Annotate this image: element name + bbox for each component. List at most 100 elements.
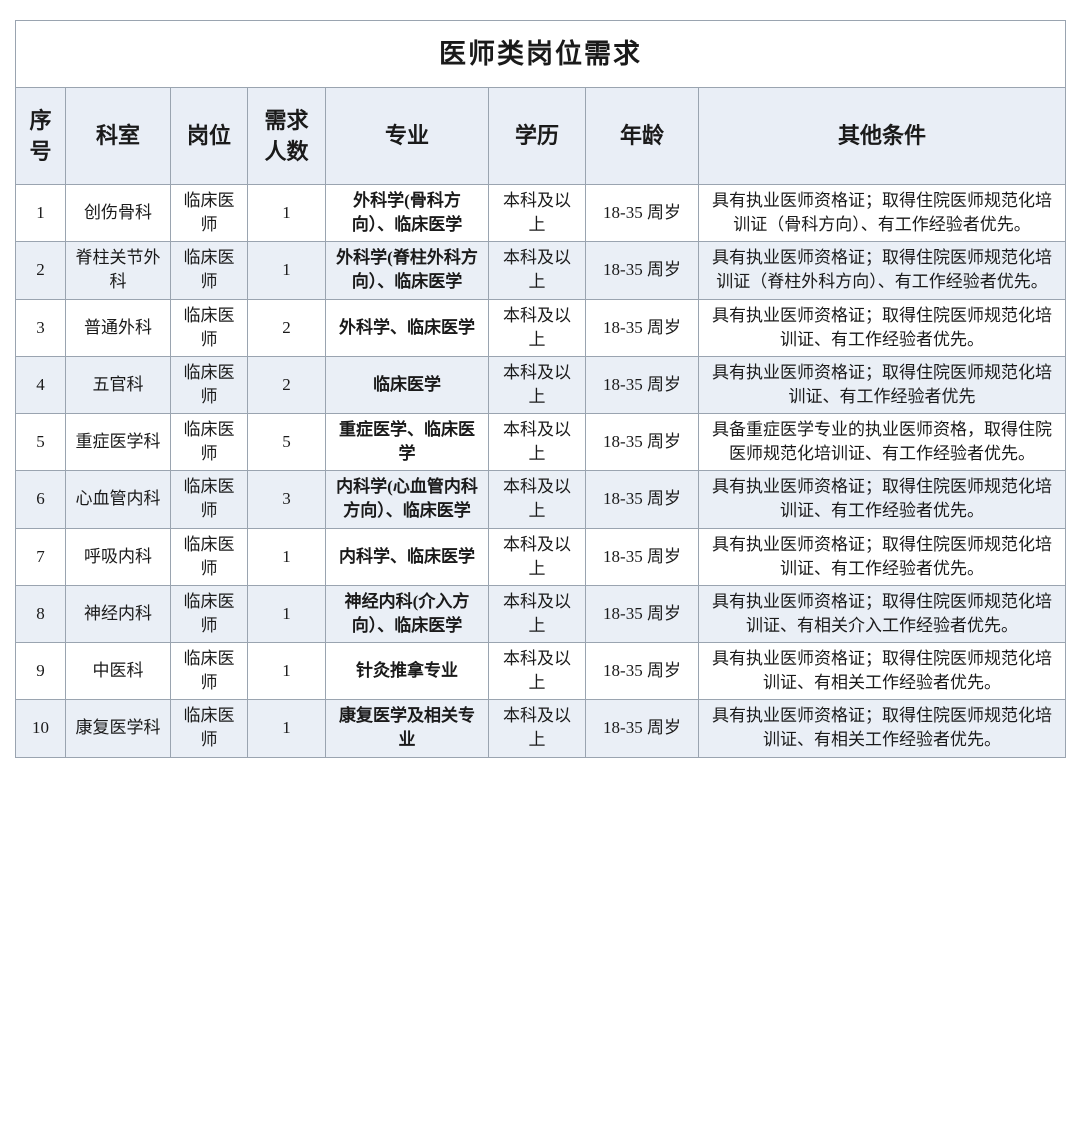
cell-post: 临床医师 (170, 412, 248, 472)
cell-post: 临床医师 (170, 298, 248, 357)
column-header-age: 年龄 (585, 87, 699, 185)
cell-edu: 本科及以上 (488, 641, 586, 701)
cell-post: 临床医师 (170, 355, 248, 415)
cell-age: 18-35 周岁 (585, 584, 699, 644)
cell-major: 临床医学 (325, 355, 489, 415)
cell-no: 10 (15, 699, 66, 758)
cell-edu: 本科及以上 (488, 527, 586, 586)
cell-other: 具有执业医师资格证；取得住院医师规范化培训证、有相关工作经验者优先。 (698, 699, 1066, 758)
cell-major: 外科学(骨科方向）、临床医学 (325, 183, 489, 243)
cell-other: 具有执业医师资格证；取得住院医师规范化培训证、有相关介入工作经验者优先。 (698, 584, 1066, 644)
cell-major: 神经内科(介入方向）、临床医学 (325, 584, 489, 644)
cell-dept: 中医科 (65, 641, 171, 701)
cell-dept: 五官科 (65, 355, 171, 415)
cell-age: 18-35 周岁 (585, 699, 699, 758)
cell-edu: 本科及以上 (488, 183, 586, 243)
cell-dept: 脊柱关节外科 (65, 241, 171, 300)
cell-post: 临床医师 (170, 584, 248, 644)
cell-age: 18-35 周岁 (585, 355, 699, 415)
cell-age: 18-35 周岁 (585, 412, 699, 472)
title-row: 医师类岗位需求 (15, 20, 1066, 88)
cell-dept: 康复医学科 (65, 699, 171, 758)
cell-major: 内科学、临床医学 (325, 527, 489, 586)
table-row: 3 普通外科 临床医师 2 外科学、临床医学 本科及以上 18-35 周岁 具有… (15, 298, 1066, 357)
column-header-no: 序号 (15, 87, 66, 185)
cell-other: 具备重症医学专业的执业医师资格，取得住院医师规范化培训证、有工作经验者优先。 (698, 412, 1066, 472)
cell-dept: 神经内科 (65, 584, 171, 644)
cell-other: 具有执业医师资格证；取得住院医师规范化培训证（骨科方向）、有工作经验者优先。 (698, 183, 1066, 243)
cell-edu: 本科及以上 (488, 298, 586, 357)
cell-post: 临床医师 (170, 470, 248, 529)
cell-no: 7 (15, 527, 66, 586)
cell-other: 具有执业医师资格证；取得住院医师规范化培训证、有工作经验者优先。 (698, 470, 1066, 529)
table-row: 4 五官科 临床医师 2 临床医学 本科及以上 18-35 周岁 具有执业医师资… (15, 355, 1066, 415)
cell-edu: 本科及以上 (488, 699, 586, 758)
cell-major: 外科学(脊柱外科方向）、临床医学 (325, 241, 489, 300)
table-row: 2 脊柱关节外科 临床医师 1 外科学(脊柱外科方向）、临床医学 本科及以上 1… (15, 241, 1066, 300)
cell-edu: 本科及以上 (488, 470, 586, 529)
cell-count: 2 (247, 298, 326, 357)
column-header-dept: 科室 (65, 87, 171, 185)
cell-dept: 重症医学科 (65, 412, 171, 472)
table-row: 5 重症医学科 临床医师 5 重症医学、临床医学 本科及以上 18-35 周岁 … (15, 412, 1066, 472)
cell-other: 具有执业医师资格证；取得住院医师规范化培训证、有工作经验者优先。 (698, 298, 1066, 357)
cell-other: 具有执业医师资格证；取得住院医师规范化培训证、有工作经验者优先。 (698, 527, 1066, 586)
column-header-count: 需求人数 (247, 87, 326, 185)
cell-no: 1 (15, 183, 66, 243)
cell-major: 重症医学、临床医学 (325, 412, 489, 472)
cell-count: 1 (247, 699, 326, 758)
cell-age: 18-35 周岁 (585, 527, 699, 586)
cell-no: 4 (15, 355, 66, 415)
cell-age: 18-35 周岁 (585, 298, 699, 357)
cell-major: 外科学、临床医学 (325, 298, 489, 357)
cell-no: 9 (15, 641, 66, 701)
cell-edu: 本科及以上 (488, 584, 586, 644)
column-header-post: 岗位 (170, 87, 248, 185)
table-row: 10 康复医学科 临床医师 1 康复医学及相关专业 本科及以上 18-35 周岁… (15, 699, 1066, 758)
cell-no: 8 (15, 584, 66, 644)
job-requirements-table: 医师类岗位需求 序号 科室 岗位 需求人数 专业 学历 年龄 其他条件 1 创伤… (15, 20, 1066, 758)
cell-count: 1 (247, 527, 326, 586)
cell-count: 1 (247, 584, 326, 644)
cell-count: 5 (247, 412, 326, 472)
cell-count: 1 (247, 241, 326, 300)
cell-count: 3 (247, 470, 326, 529)
table-row: 1 创伤骨科 临床医师 1 外科学(骨科方向）、临床医学 本科及以上 18-35… (15, 183, 1066, 243)
cell-major: 针灸推拿专业 (325, 641, 489, 701)
table-row: 7 呼吸内科 临床医师 1 内科学、临床医学 本科及以上 18-35 周岁 具有… (15, 527, 1066, 586)
table-body: 1 创伤骨科 临床医师 1 外科学(骨科方向）、临床医学 本科及以上 18-35… (15, 183, 1066, 758)
cell-no: 2 (15, 241, 66, 300)
cell-no: 6 (15, 470, 66, 529)
cell-dept: 创伤骨科 (65, 183, 171, 243)
cell-post: 临床医师 (170, 183, 248, 243)
cell-age: 18-35 周岁 (585, 183, 699, 243)
cell-dept: 普通外科 (65, 298, 171, 357)
cell-age: 18-35 周岁 (585, 470, 699, 529)
cell-other: 具有执业医师资格证；取得住院医师规范化培训证、有相关工作经验者优先。 (698, 641, 1066, 701)
column-header-major: 专业 (325, 87, 489, 185)
table-header: 医师类岗位需求 序号 科室 岗位 需求人数 专业 学历 年龄 其他条件 (15, 20, 1066, 185)
cell-major: 康复医学及相关专业 (325, 699, 489, 758)
cell-major: 内科学(心血管内科方向）、临床医学 (325, 470, 489, 529)
cell-dept: 心血管内科 (65, 470, 171, 529)
column-header-edu: 学历 (488, 87, 586, 185)
cell-post: 临床医师 (170, 641, 248, 701)
cell-post: 临床医师 (170, 699, 248, 758)
cell-other: 具有执业医师资格证；取得住院医师规范化培训证、有工作经验者优先 (698, 355, 1066, 415)
cell-no: 3 (15, 298, 66, 357)
table-title: 医师类岗位需求 (15, 20, 1066, 88)
cell-no: 5 (15, 412, 66, 472)
cell-post: 临床医师 (170, 241, 248, 300)
column-header-other: 其他条件 (698, 87, 1066, 185)
cell-dept: 呼吸内科 (65, 527, 171, 586)
cell-edu: 本科及以上 (488, 355, 586, 415)
cell-age: 18-35 周岁 (585, 241, 699, 300)
cell-count: 2 (247, 355, 326, 415)
cell-count: 1 (247, 641, 326, 701)
table-row: 6 心血管内科 临床医师 3 内科学(心血管内科方向）、临床医学 本科及以上 1… (15, 470, 1066, 529)
table-row: 8 神经内科 临床医师 1 神经内科(介入方向）、临床医学 本科及以上 18-3… (15, 584, 1066, 644)
cell-count: 1 (247, 183, 326, 243)
column-header-row: 序号 科室 岗位 需求人数 专业 学历 年龄 其他条件 (15, 87, 1066, 185)
cell-post: 临床医师 (170, 527, 248, 586)
